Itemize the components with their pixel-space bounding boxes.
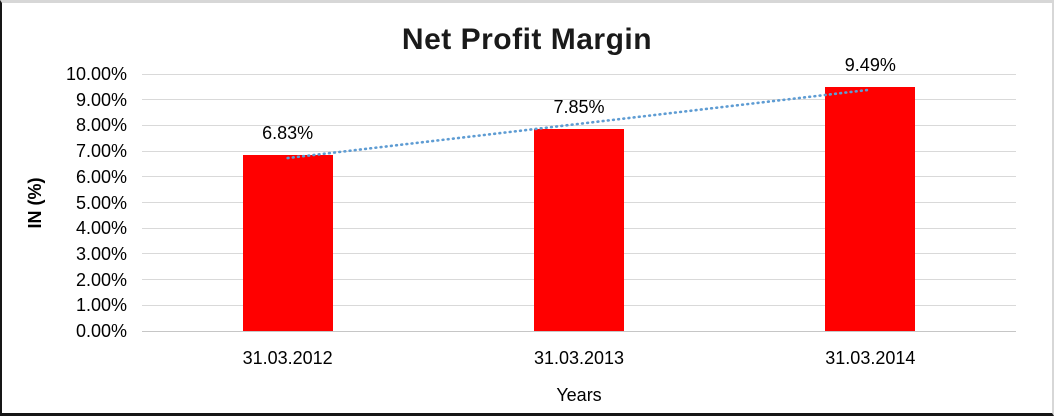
y-tick-label: 1.00% xyxy=(75,295,127,316)
x-tick-label: 31.03.2013 xyxy=(533,348,625,368)
y-tick-label: 6.00% xyxy=(75,166,127,187)
gridline xyxy=(142,73,1016,75)
data-label: 9.49% xyxy=(844,55,896,76)
bar-31.03.2013 xyxy=(534,129,624,331)
y-tick-label: 4.00% xyxy=(75,218,127,239)
x-axis-title: Years xyxy=(556,385,602,405)
bar-31.03.2012 xyxy=(242,155,333,331)
data-label: 6.83% xyxy=(262,123,314,144)
x-tick-label: 31.03.2012 xyxy=(242,348,333,368)
chart-title: Net Profit Margin xyxy=(401,23,653,56)
y-tick-label: 5.00% xyxy=(75,192,127,213)
y-tick-label: 0.00% xyxy=(75,321,127,341)
bar-31.03.2014 xyxy=(825,87,916,331)
y-tick-label: 2.00% xyxy=(75,269,127,290)
y-tick-label: 8.00% xyxy=(75,115,127,136)
x-tick-label: 31.03.2014 xyxy=(825,348,916,368)
data-label: 7.85% xyxy=(553,97,605,118)
y-tick-label: 3.00% xyxy=(75,243,127,264)
y-axis-title: IN (%) xyxy=(25,177,45,229)
gridline xyxy=(142,330,1016,332)
y-tick-label: 7.00% xyxy=(75,141,127,162)
y-tick-label: 10.00% xyxy=(65,64,127,84)
y-tick-label: 9.00% xyxy=(75,89,127,110)
